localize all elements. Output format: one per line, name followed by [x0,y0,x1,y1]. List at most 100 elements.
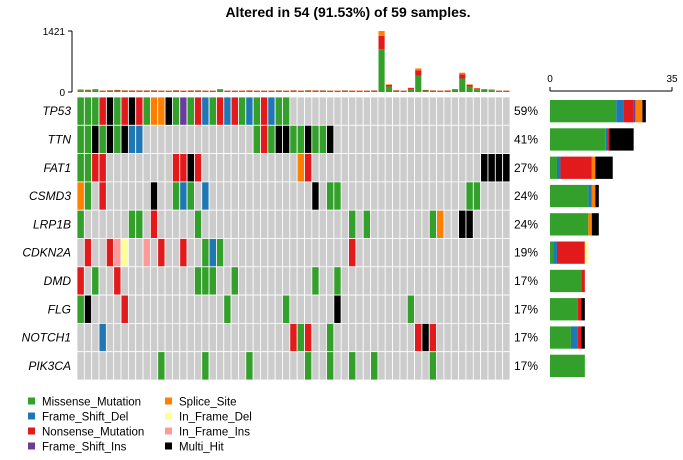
gene-percent: 41% [514,132,538,146]
matrix-cell [201,351,210,381]
matrix-cell [392,294,401,324]
matrix-cell [157,322,166,353]
matrix-cell [245,266,254,296]
legend-swatch [165,412,172,420]
tmb-bar-segment [385,84,392,87]
matrix-cell [194,96,203,126]
matrix-cell [333,294,342,324]
matrix-cell [245,153,254,183]
matrix-cell [443,351,452,381]
gene-label: NOTCH1 [22,331,71,345]
matrix-cell [120,153,129,183]
tmb-bar-segment [429,90,437,92]
matrix-cell [340,294,349,324]
matrix-cell [384,238,393,268]
matrix-cell [230,322,239,353]
matrix-cell [76,96,85,126]
gene-percent: 24% [514,217,538,231]
matrix-cell [201,322,210,353]
matrix-cell [296,124,305,155]
matrix-cell [340,238,349,268]
matrix-cell [502,294,511,324]
tmb-barplot: 1421 0 [43,27,510,99]
matrix-cell [105,124,115,155]
matrix-cell [120,322,129,353]
matrix-cell [502,238,511,268]
matrix-cell [443,209,452,239]
matrix-cell [238,322,247,353]
matrix-cell [149,96,159,126]
matrix-cell [304,266,313,296]
matrix-cell [362,181,371,211]
matrix-cell [164,181,173,211]
gene-bar-segment [560,156,592,179]
matrix-cell [326,238,335,268]
legend-label: Multi_Hit [179,442,225,454]
tmb-bar-segment [481,89,488,92]
matrix-cell [465,322,474,353]
tmb-bar-segment [261,90,268,92]
matrix-cell [179,238,188,268]
gene-bar-segment [588,184,592,208]
tmb-bar-segment [400,90,407,92]
gene-bar-segment [556,241,585,264]
tmb-bar-segment [356,90,363,92]
matrix-cell [289,266,298,296]
tmb-bar-segment [437,90,444,92]
legend: Missense_Mutation Splice_Site Frame_Shift_… [28,397,252,454]
matrix-cell [127,322,137,353]
matrix-cell [443,322,452,353]
matrix-cell [311,322,320,353]
matrix-cell [289,124,298,155]
matrix-cell [208,209,217,239]
matrix-cell [326,351,335,381]
chart-title: Altered in 54 (91.53%) of 59 samples. [225,4,470,20]
matrix-cell [157,96,166,126]
matrix-cell [172,266,181,296]
matrix-cell [472,322,482,353]
matrix-cell [274,153,283,183]
matrix-cell [406,153,415,183]
tmb-bar-segment [415,68,422,71]
matrix-cell [179,209,188,239]
matrix-cell [208,124,217,155]
matrix-cell [98,266,107,296]
matrix-cell [83,294,93,324]
matrix-cell [113,266,122,296]
matrix-cell [318,96,327,126]
matrix-cell [83,96,93,126]
legend-swatch [165,442,172,450]
matrix-cell [377,181,386,211]
tmb-bar-segment [290,90,297,92]
gene-label: FLG [48,302,71,316]
matrix-cell [450,209,460,239]
matrix-cell [149,322,159,353]
matrix-cell [289,96,298,126]
matrix-cell [406,266,415,296]
matrix-cell [443,294,452,324]
matrix-cell [282,238,291,268]
matrix-cell [245,124,254,155]
matrix-cell [135,153,144,183]
matrix-cell [179,153,188,183]
matrix-cell [289,322,298,353]
gene-axis-tick-label: 0 [547,74,553,85]
matrix-cell [120,96,129,126]
matrix-cell [377,322,386,353]
matrix-cell [157,181,166,211]
legend-label: Missense_Mutation [42,397,141,409]
matrix-cell [83,209,93,239]
gene-label: LRP1B [33,217,71,231]
matrix-cell [362,294,371,324]
matrix-cell [282,124,291,155]
matrix-cell [230,209,239,239]
matrix-cell [208,294,217,324]
matrix-cell [223,209,232,239]
tmb-bar-segment [378,49,385,92]
matrix-cell [370,124,379,155]
matrix-cell [238,96,247,126]
gene-bar-segment [550,213,589,236]
matrix-cell [472,153,482,183]
matrix-cell [502,351,511,381]
